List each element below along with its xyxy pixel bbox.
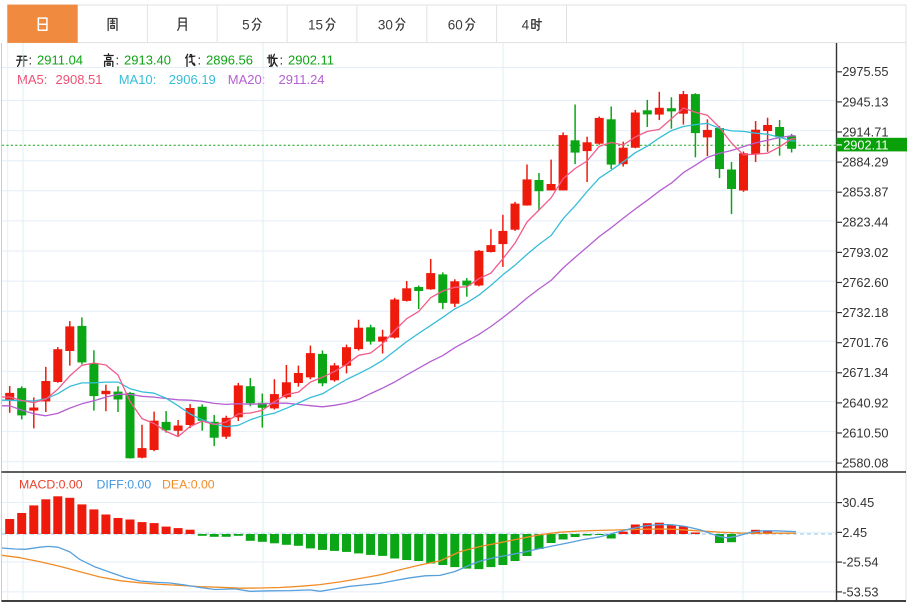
svg-text:MACD:0.00: MACD:0.00 [19, 477, 83, 491]
svg-text:MA5:: MA5: [17, 72, 47, 87]
svg-text:2911.04: 2911.04 [37, 53, 83, 68]
svg-text:2902.11: 2902.11 [843, 138, 888, 153]
svg-text:2896.56: 2896.56 [206, 53, 253, 68]
svg-text:2732.18: 2732.18 [842, 305, 888, 320]
svg-text:2610.50: 2610.50 [842, 425, 888, 440]
svg-text:2762.60: 2762.60 [842, 275, 888, 290]
svg-text:2823.44: 2823.44 [842, 215, 888, 230]
svg-text:2914.71: 2914.71 [842, 124, 888, 139]
svg-text:4: 4 [522, 18, 530, 33]
svg-text:2.45: 2.45 [842, 525, 867, 540]
svg-text::: : [280, 53, 284, 68]
svg-text:60: 60 [448, 18, 463, 33]
svg-text:2911.24: 2911.24 [279, 72, 325, 87]
svg-text:2945.13: 2945.13 [842, 94, 888, 109]
svg-text:MA10:: MA10: [119, 72, 157, 87]
svg-text:2913.40: 2913.40 [124, 53, 171, 68]
svg-text:2580.08: 2580.08 [842, 456, 888, 471]
svg-text:2671.34: 2671.34 [842, 365, 888, 380]
svg-text:DEA:0.00: DEA:0.00 [162, 477, 215, 491]
svg-text::: : [29, 53, 33, 68]
svg-text:2975.55: 2975.55 [842, 64, 888, 79]
svg-text:2908.51: 2908.51 [56, 72, 103, 87]
svg-text:MA20:: MA20: [228, 72, 266, 87]
svg-text:2884.29: 2884.29 [842, 155, 888, 170]
svg-text:2902.11: 2902.11 [288, 53, 334, 68]
svg-text:30: 30 [378, 18, 393, 33]
svg-text:2701.76: 2701.76 [842, 335, 888, 350]
svg-text:-53.53: -53.53 [842, 584, 878, 599]
svg-text:5: 5 [242, 18, 250, 33]
svg-text:15: 15 [308, 18, 323, 33]
svg-text:30.45: 30.45 [842, 495, 874, 510]
svg-text:-25.54: -25.54 [842, 555, 878, 570]
svg-text:2640.92: 2640.92 [842, 395, 888, 410]
svg-text:2906.19: 2906.19 [169, 72, 216, 87]
svg-text::: : [116, 53, 120, 68]
svg-text::: : [198, 53, 202, 68]
svg-text:DIFF:0.00: DIFF:0.00 [97, 477, 152, 491]
svg-text:2853.87: 2853.87 [842, 185, 888, 200]
svg-text:2793.02: 2793.02 [842, 245, 888, 260]
